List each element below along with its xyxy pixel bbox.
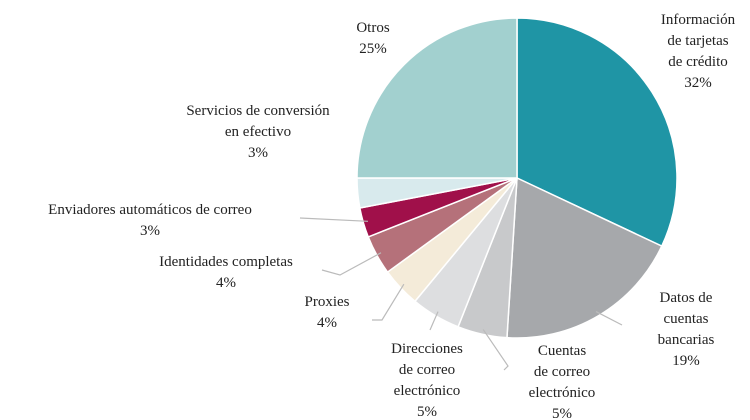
category-label: Servicios de conversión en efectivo <box>186 103 330 140</box>
pie-slice <box>506 176 663 339</box>
category-label: Identidades completas <box>159 254 293 270</box>
category-label: Otros <box>356 20 390 36</box>
value-label: 4% <box>317 315 337 331</box>
leader-line <box>595 311 623 326</box>
slice-label: Servicios de conversión en efectivo 3% <box>186 101 329 164</box>
pie-slice <box>516 17 678 248</box>
slice-label: Enviadores automáticos de correo 3% <box>48 200 252 242</box>
value-label: 32% <box>684 75 712 91</box>
category-label: Cuentas de correo electrónico <box>528 343 596 401</box>
value-label: 5% <box>551 406 572 420</box>
slice-label: Otros 25% <box>356 18 389 60</box>
slice-label: Identidades completas 4% <box>159 252 293 294</box>
slice-label: Información de tarjetas de crédito 32% <box>661 10 735 94</box>
category-label: Información de tarjetas de crédito <box>660 12 736 70</box>
value-label: 4% <box>216 275 236 291</box>
leader-line <box>299 217 368 222</box>
leader-line <box>372 283 405 321</box>
category-label: Direcciones de correo electrónico <box>391 341 463 399</box>
value-label: 5% <box>416 404 437 420</box>
leader-line <box>429 311 439 331</box>
slice-label: Cuentas de correo electrónico 5% <box>529 341 596 420</box>
category-label: Datos de cuentas bancarias <box>657 290 715 348</box>
value-label: 19% <box>672 353 700 369</box>
leader-line <box>321 252 382 276</box>
category-label: Proxies <box>304 294 350 310</box>
category-label: Enviadores automáticos de correo <box>48 202 252 218</box>
pie-slice <box>356 17 518 179</box>
leader-line <box>482 329 509 371</box>
value-label: 3% <box>248 145 268 161</box>
value-label: 3% <box>139 223 160 239</box>
slice-label: Direcciones de correo electrónico 5% <box>391 339 463 420</box>
value-label: 25% <box>359 41 387 57</box>
slice-label: Datos de cuentas bancarias 19% <box>658 288 715 372</box>
slice-label: Proxies 4% <box>305 292 350 334</box>
